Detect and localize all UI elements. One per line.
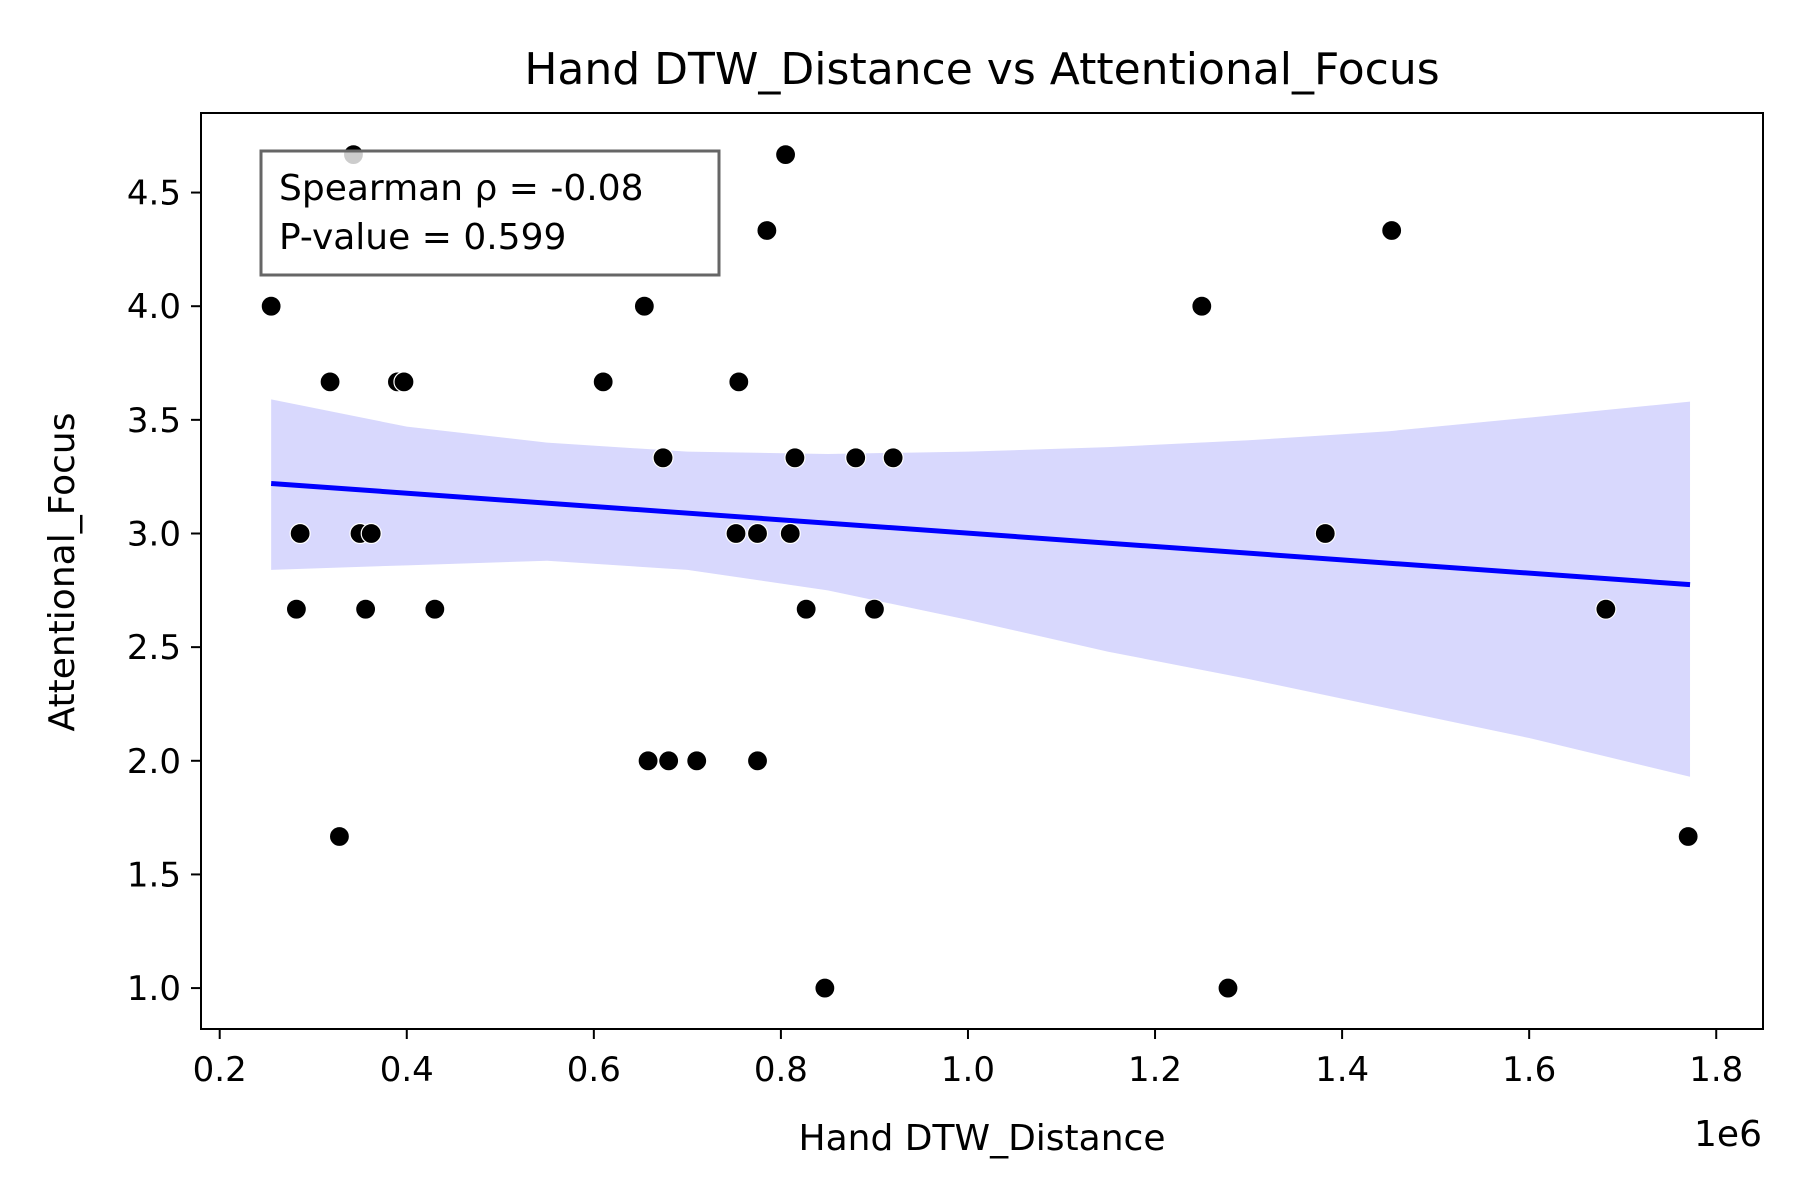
y-tick-label: 4.5 <box>127 174 181 214</box>
data-point <box>360 522 382 545</box>
y-axis-ticks: 1.0 1.5 2.0 2.5 3.0 3.5 4.0 4.5 <box>127 174 201 1009</box>
y-tick-label: 2.0 <box>127 742 181 782</box>
x-axis-ticks: 0.2 0.4 0.6 0.8 1.0 1.2 1.4 1.6 1.8 <box>193 1029 1743 1090</box>
y-axis-label: Attentional_Focus <box>42 412 83 731</box>
data-point <box>633 295 655 317</box>
regression-line-layer <box>270 480 1691 588</box>
data-point <box>746 522 769 545</box>
data-point <box>686 750 708 772</box>
y-tick-label: 1.5 <box>127 855 181 895</box>
x-tick-label: 1.0 <box>941 1050 995 1090</box>
confidence-band <box>271 399 1691 777</box>
data-point <box>424 598 446 620</box>
x-tick-label: 1.6 <box>1502 1050 1556 1090</box>
data-point <box>1314 522 1336 545</box>
x-tick-label: 1.4 <box>1315 1050 1369 1090</box>
x-axis-offset-label: 1e6 <box>1694 1114 1762 1155</box>
data-point <box>289 522 311 545</box>
data-point <box>652 447 674 469</box>
data-point <box>260 295 282 317</box>
data-point <box>746 750 769 772</box>
data-point <box>845 447 867 469</box>
data-point <box>328 825 351 848</box>
data-point <box>393 371 415 393</box>
data-point <box>784 447 806 469</box>
x-tick-label: 1.2 <box>1128 1050 1182 1090</box>
data-point <box>637 750 659 772</box>
data-point <box>725 522 747 545</box>
y-tick-label: 2.5 <box>127 628 181 668</box>
y-tick-label: 3.0 <box>127 514 181 554</box>
x-tick-label: 0.8 <box>754 1050 808 1090</box>
x-tick-label: 0.4 <box>380 1050 434 1090</box>
data-point <box>1677 825 1699 848</box>
data-point <box>863 598 886 620</box>
data-point <box>756 219 778 242</box>
data-point <box>774 143 797 166</box>
confidence-band-area <box>271 399 1691 777</box>
data-point <box>285 598 308 620</box>
data-point <box>658 750 680 772</box>
data-point <box>1595 598 1617 620</box>
y-tick-label: 4.0 <box>127 287 181 327</box>
data-point <box>728 371 750 393</box>
data-point <box>1381 219 1403 242</box>
data-point <box>1191 295 1213 317</box>
data-point <box>592 371 614 393</box>
data-point <box>814 977 836 999</box>
regression-line <box>270 480 1691 588</box>
stats-annotation: Spearman ρ = -0.08 P-value = 0.599 <box>259 149 721 277</box>
data-point <box>319 371 341 393</box>
y-tick-label: 3.5 <box>127 401 181 441</box>
p-value-text: P-value = 0.599 <box>279 217 566 258</box>
chart-title: Hand DTW_Distance vs Attentional_Focus <box>524 44 1439 95</box>
spearman-text: Spearman ρ = -0.08 <box>279 168 644 209</box>
y-tick-label: 1.0 <box>127 969 181 1009</box>
x-tick-label: 0.6 <box>567 1050 621 1090</box>
x-tick-label: 1.8 <box>1689 1050 1743 1090</box>
x-axis-label: Hand DTW_Distance <box>799 1118 1166 1159</box>
data-point <box>795 598 817 620</box>
data-point <box>355 598 377 620</box>
plot-frame <box>200 112 1764 1030</box>
x-tick-label: 0.2 <box>193 1050 247 1090</box>
data-point <box>882 447 904 469</box>
data-point <box>779 522 801 545</box>
stats-box-frame <box>259 149 721 277</box>
data-point <box>1217 977 1239 999</box>
